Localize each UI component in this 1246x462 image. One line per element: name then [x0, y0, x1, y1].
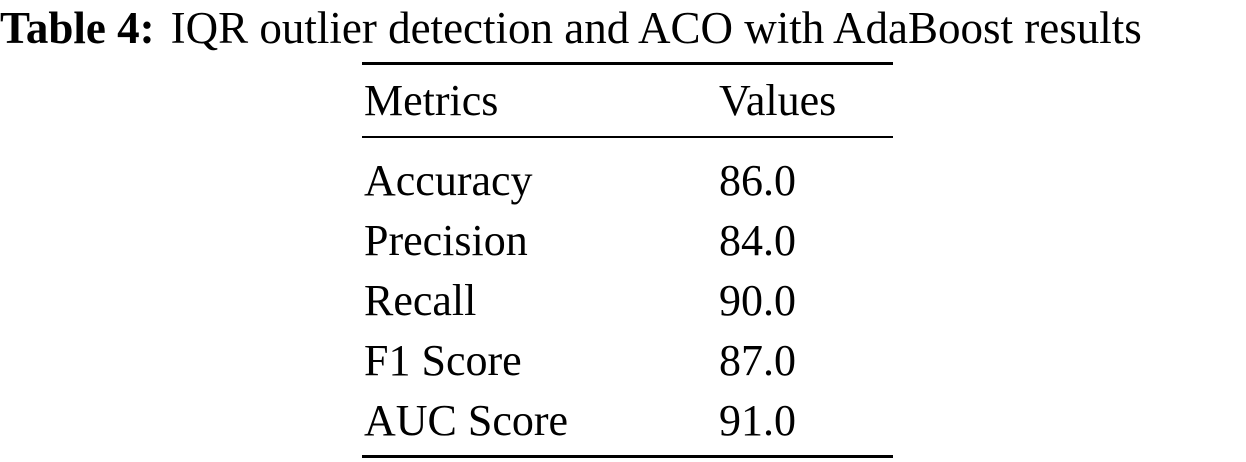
table-body: Accuracy 86.0 Precision 84.0 Recall 90.0…	[362, 138, 893, 455]
table-caption-text: IQR outlier detection and ACO with AdaBo…	[170, 3, 1142, 53]
table-row: AUC Score 91.0	[362, 390, 893, 450]
value-cell: 91.0	[719, 395, 796, 445]
column-header-metrics: Metrics	[364, 76, 499, 125]
metric-cell: Recall	[364, 275, 477, 325]
metric-cell: Accuracy	[364, 155, 533, 205]
column-header-values: Values	[719, 76, 837, 125]
value-cell: 90.0	[719, 275, 796, 325]
metric-cell: AUC Score	[364, 395, 569, 445]
table-row: Accuracy 86.0	[362, 150, 893, 210]
value-cell: 84.0	[719, 215, 796, 265]
table-caption-label: Table 4:	[0, 3, 155, 53]
metric-cell: F1 Score	[364, 335, 522, 385]
results-table: Metrics Values Accuracy 86.0 Precision 8…	[362, 62, 893, 458]
table-header-row: Metrics Values	[362, 65, 893, 138]
table-row: Precision 84.0	[362, 210, 893, 270]
table-row: Recall 90.0	[362, 270, 893, 330]
table-row: F1 Score 87.0	[362, 330, 893, 390]
value-cell: 87.0	[719, 335, 796, 385]
value-cell: 86.0	[719, 155, 796, 205]
table-caption: Table 4: IQR outlier detection and ACO wi…	[0, 2, 1246, 54]
metric-cell: Precision	[364, 215, 528, 265]
